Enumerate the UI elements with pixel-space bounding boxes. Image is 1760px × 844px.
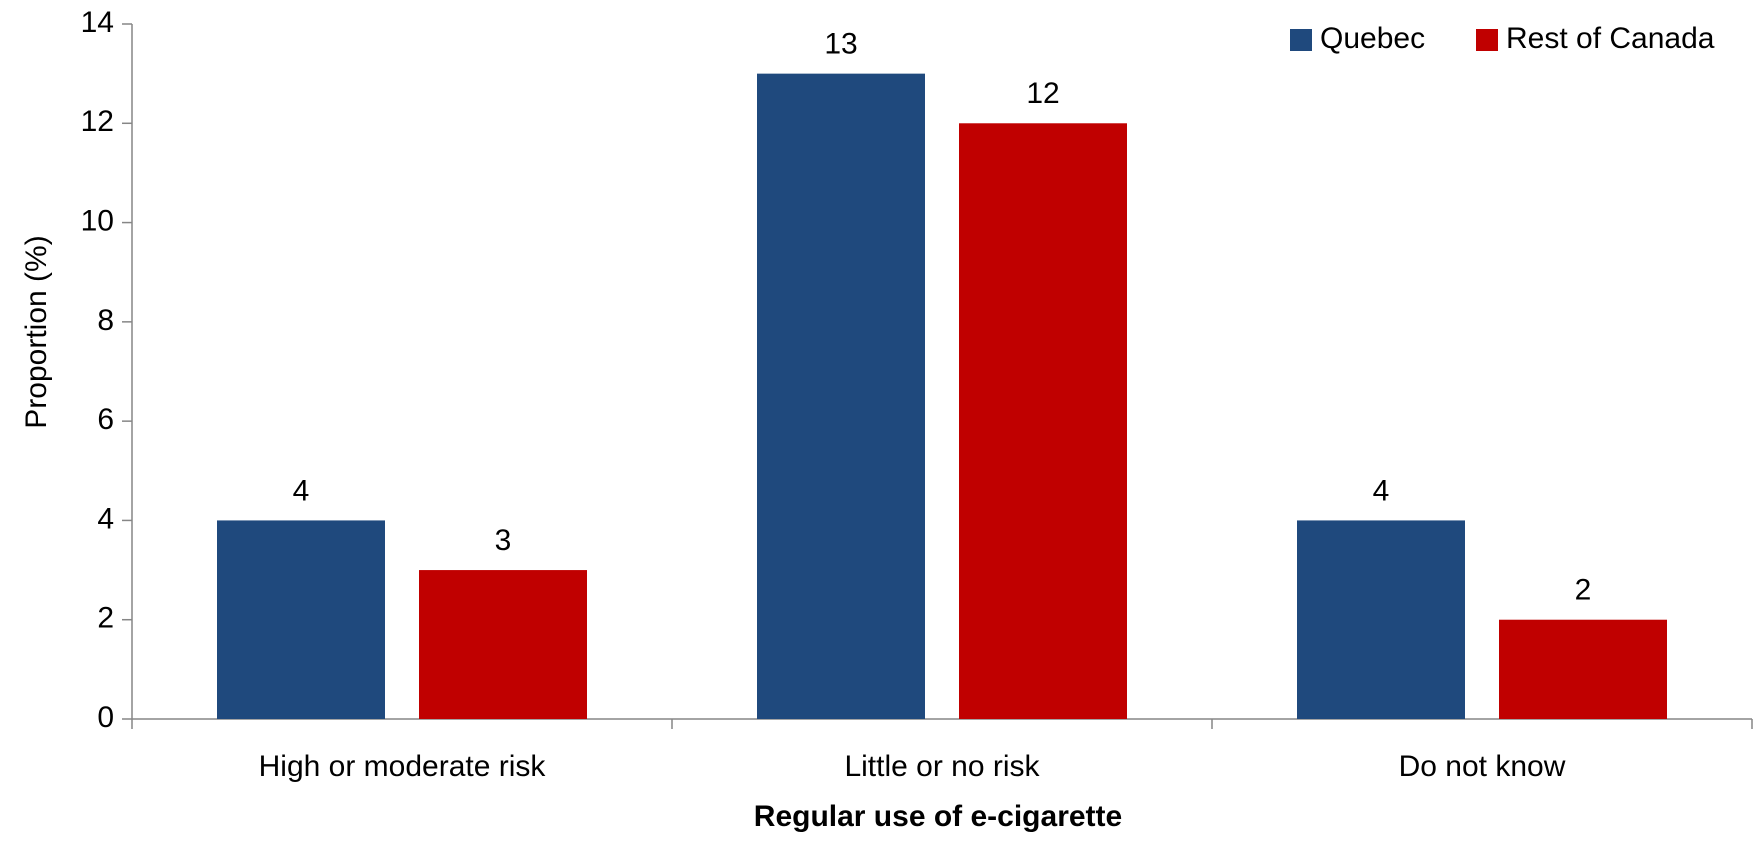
y-tick-label: 12 (81, 105, 114, 138)
x-axis-title: Regular use of e-cigarette (754, 800, 1122, 833)
labels-layer: High or moderate risk 4 3 Little or no risk… (259, 28, 1592, 783)
y-tick-label: 6 (97, 403, 114, 436)
bar-rest-of-canada (959, 123, 1127, 720)
legend-swatch (1290, 29, 1312, 51)
bar-rest-of-canada (419, 570, 587, 719)
bar-data-label: 4 (1373, 474, 1390, 507)
legend-swatch (1476, 29, 1498, 51)
bar-quebec (1297, 520, 1465, 719)
y-tick-label: 0 (97, 701, 114, 734)
legend: Quebec Rest of Canada (1290, 22, 1715, 55)
y-tick-label: 8 (97, 304, 114, 337)
bar-quebec (217, 520, 385, 719)
bar-data-label: 4 (293, 474, 310, 507)
bar-data-label: 13 (824, 28, 857, 61)
bars-layer (217, 73, 1667, 720)
y-tick-label: 4 (97, 502, 114, 535)
bar-data-label: 3 (495, 524, 512, 557)
y-tick-label: 10 (81, 204, 114, 237)
x-category-label: High or moderate risk (259, 750, 547, 783)
bar-rest-of-canada (1499, 619, 1667, 719)
bar-data-label: 12 (1026, 77, 1059, 110)
bar-data-label: 2 (1575, 574, 1592, 607)
axes-layer: 0 2 4 6 8 10 12 14 (81, 6, 1753, 734)
legend-label: Quebec (1320, 22, 1425, 55)
bar-quebec (757, 73, 925, 719)
x-category-label: Do not know (1399, 750, 1566, 783)
y-tick-label: 14 (81, 6, 114, 39)
legend-label: Rest of Canada (1506, 22, 1715, 55)
y-axis-title: Proportion (%) (20, 235, 53, 428)
y-tick-label: 2 (97, 602, 114, 635)
x-category-label: Little or no risk (844, 750, 1040, 783)
